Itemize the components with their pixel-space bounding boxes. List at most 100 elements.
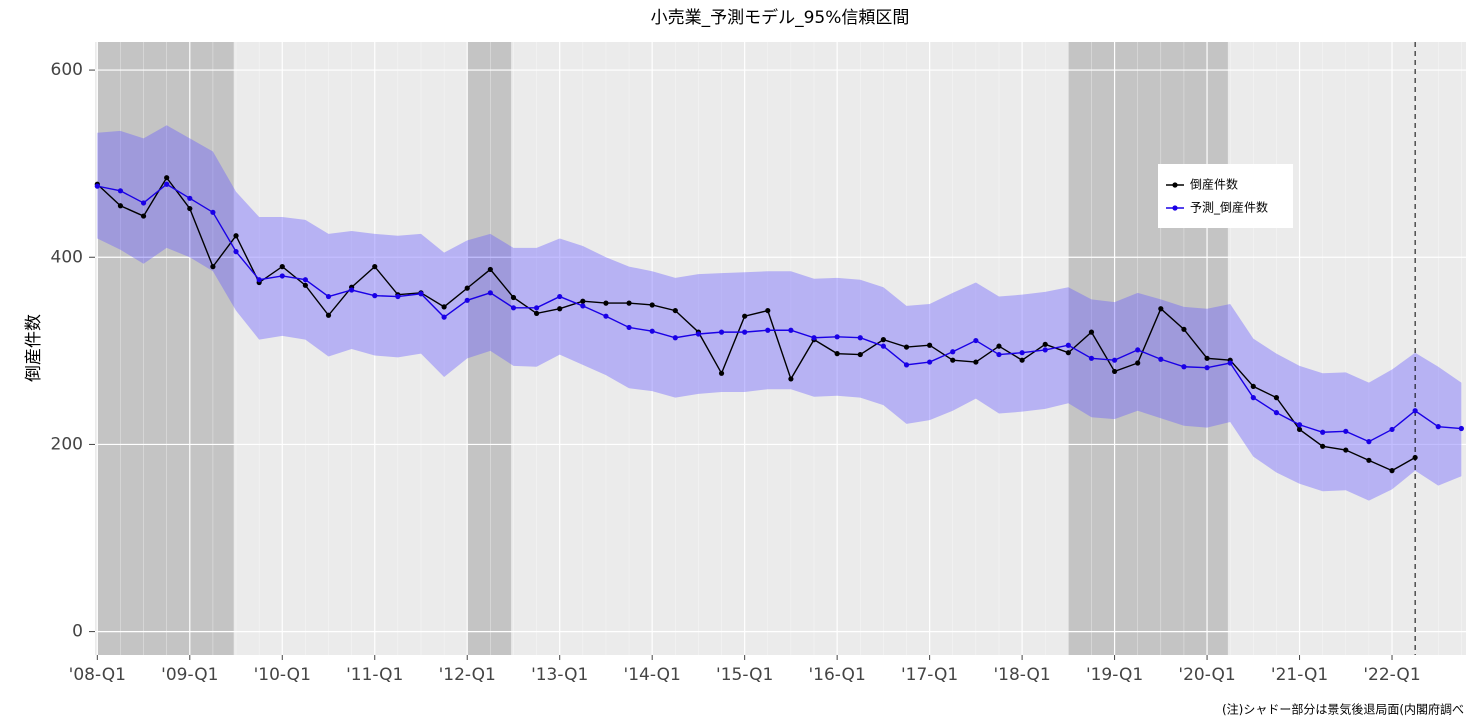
x-tick-label: '13-Q1 <box>531 665 588 685</box>
series-point <box>1458 425 1464 432</box>
series-point <box>1111 368 1118 375</box>
series-point <box>996 351 1002 358</box>
legend-swatch <box>1172 182 1178 188</box>
series-point <box>279 264 285 270</box>
y-tick-label: 0 <box>72 622 83 642</box>
series-point <box>996 343 1002 349</box>
y-tick-label: 400 <box>51 247 83 267</box>
series-point <box>973 337 979 344</box>
series-point <box>210 209 216 215</box>
y-tick-label: 200 <box>51 434 83 454</box>
x-tick-label: '22-Q1 <box>1363 665 1420 685</box>
series-point <box>1320 429 1326 435</box>
series-point <box>603 313 609 319</box>
series-point <box>788 327 794 333</box>
series-point <box>464 285 470 291</box>
series-point <box>927 359 933 365</box>
series-point <box>1204 365 1210 371</box>
series-point <box>903 344 910 350</box>
series-point <box>233 249 239 255</box>
series-point <box>256 277 262 283</box>
recession-shade <box>467 42 512 655</box>
x-tick-label: '09-Q1 <box>161 665 218 685</box>
series-point <box>1042 341 1048 347</box>
x-tick-label: '20-Q1 <box>1178 665 1235 685</box>
series-point <box>210 264 216 270</box>
x-tick-label: '17-Q1 <box>901 665 958 685</box>
series-point <box>325 312 332 318</box>
x-tick-label: '15-Q1 <box>716 665 773 685</box>
x-tick-label: '12-Q1 <box>439 665 496 685</box>
x-tick-label: '14-Q1 <box>624 665 681 685</box>
series-point <box>140 200 147 206</box>
x-tick-label: '08-Q1 <box>69 665 126 685</box>
series-point <box>1250 395 1256 401</box>
series-point <box>718 329 725 335</box>
series-point <box>557 293 563 300</box>
note: (注)シャドー部分は景気後退局面(内閣府調べ <box>1222 702 1464 717</box>
series-point <box>1389 468 1395 474</box>
recession-shade <box>1068 42 1228 655</box>
series-point <box>117 203 124 209</box>
x-tick-label: '10-Q1 <box>254 665 311 685</box>
series-point <box>395 293 401 300</box>
series-point <box>950 349 956 355</box>
series-point <box>880 337 886 343</box>
series-point <box>1111 357 1118 363</box>
series-point <box>441 314 447 320</box>
series-point <box>1296 426 1303 433</box>
series-point <box>94 183 100 189</box>
x-tick-label: '16-Q1 <box>809 665 866 685</box>
series-point <box>580 298 586 304</box>
series-point <box>857 351 863 358</box>
series-point <box>649 302 655 308</box>
series-point <box>1320 443 1326 449</box>
series-point <box>487 290 493 296</box>
series-point <box>1412 408 1418 414</box>
series-point <box>1088 329 1095 335</box>
series-point <box>1366 457 1372 463</box>
series-point <box>510 294 517 301</box>
series-point <box>834 334 840 340</box>
series-point <box>1343 428 1349 434</box>
legend-label: 予測_倒産件数 <box>1190 200 1268 215</box>
series-point <box>325 293 332 300</box>
series-point <box>1204 355 1210 361</box>
series-point <box>927 342 933 348</box>
series-point <box>164 181 170 187</box>
series-point <box>834 351 840 357</box>
series-point <box>1065 350 1071 356</box>
series-point <box>903 362 910 368</box>
series-point <box>302 277 308 283</box>
series-point <box>302 282 308 288</box>
series-point <box>672 335 678 341</box>
series-point <box>233 233 239 239</box>
series-point <box>464 297 470 303</box>
series-point <box>765 327 771 333</box>
series-point <box>557 306 563 312</box>
series-point <box>187 195 193 201</box>
x-tick-label: '19-Q1 <box>1086 665 1143 685</box>
series-point <box>349 287 355 293</box>
series-point <box>1181 326 1187 332</box>
series-point <box>140 213 147 219</box>
series-point <box>1296 422 1303 428</box>
series-point <box>880 343 886 349</box>
legend-swatch <box>1172 205 1178 211</box>
series-point <box>672 307 678 314</box>
series-point <box>718 370 725 376</box>
x-tick-label: '21-Q1 <box>1271 665 1328 685</box>
x-tick-label: '11-Q1 <box>346 665 403 685</box>
series-point <box>1019 350 1025 356</box>
series-point <box>487 266 493 273</box>
series-point <box>1273 410 1280 416</box>
series-point <box>1412 454 1418 461</box>
series-point <box>742 313 748 319</box>
series-point <box>811 335 817 341</box>
legend-label: 倒産件数 <box>1190 177 1238 192</box>
series-point <box>1158 356 1164 362</box>
series-point <box>1158 306 1164 312</box>
series-point <box>1227 360 1233 366</box>
series-point <box>603 300 609 306</box>
